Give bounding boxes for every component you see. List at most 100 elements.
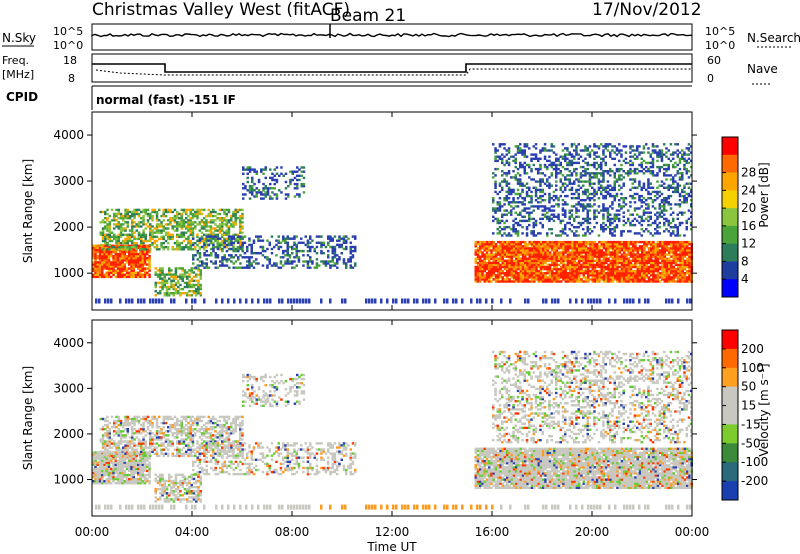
- power-cell: [564, 223, 567, 227]
- power-cell: [196, 258, 199, 261]
- power-cell: [633, 153, 637, 156]
- power-cell: [295, 247, 298, 251]
- power-cell: [189, 219, 192, 222]
- power-cell: [551, 276, 554, 279]
- power-cell: [672, 269, 675, 273]
- power-cell: [591, 149, 594, 152]
- power-cell: [225, 208, 228, 212]
- power-cell: [149, 212, 152, 216]
- power-cell: [524, 247, 527, 250]
- power-cell: [555, 265, 558, 269]
- power-cell: [112, 263, 115, 266]
- power-cell: [519, 265, 522, 269]
- power-cell: [130, 267, 133, 270]
- power-cell: [92, 257, 95, 260]
- power-cell: [560, 276, 563, 279]
- power-cell: [654, 232, 657, 235]
- power-cell: [589, 245, 592, 248]
- power-cell: [280, 166, 283, 169]
- power-cell: [537, 278, 540, 281]
- power-cell: [148, 255, 151, 258]
- beam-label: Beam 21: [330, 6, 406, 26]
- power-cell: [221, 221, 224, 224]
- power-cell: [153, 231, 156, 234]
- power-cell: [117, 248, 120, 251]
- power-cell: [515, 253, 518, 256]
- power-cell: [177, 275, 180, 278]
- power-cell: [591, 197, 594, 200]
- power-cell: [516, 234, 520, 237]
- power-cell: [483, 274, 486, 277]
- power-cell: [180, 208, 183, 212]
- power-cell: [140, 235, 143, 238]
- power-cell: [192, 258, 195, 261]
- power-cell: [604, 161, 607, 165]
- power-cell: [613, 219, 616, 223]
- power-cell: [530, 167, 533, 171]
- power-cell: [510, 211, 513, 214]
- power-cell: [555, 174, 558, 177]
- power-cell: [503, 278, 507, 281]
- power-cell: [198, 246, 201, 249]
- power-cell: [584, 251, 588, 254]
- power-cell: [259, 245, 262, 249]
- power-cell: [566, 259, 570, 262]
- power-cell: [670, 261, 673, 265]
- power-cell: [571, 259, 574, 262]
- power-cell: [679, 257, 682, 260]
- power-cell: [189, 241, 192, 245]
- power-cell: [241, 246, 244, 249]
- power-cell: [614, 240, 617, 244]
- power-cell: [600, 184, 603, 187]
- power-cell: [512, 276, 516, 279]
- power-cell: [98, 275, 102, 279]
- power-cell: [519, 149, 522, 152]
- power-cell: [528, 274, 531, 277]
- power-cell: [107, 269, 111, 272]
- power-cell: [501, 153, 504, 156]
- power-cell: [632, 259, 635, 262]
- power-cell: [616, 249, 619, 252]
- power-cell: [580, 257, 583, 260]
- power-cell: [230, 260, 233, 263]
- power-cell: [126, 239, 129, 243]
- power-cell: [101, 255, 104, 258]
- power-cell: [557, 276, 561, 279]
- power-cell: [647, 278, 651, 281]
- power-cell: [510, 209, 513, 212]
- power-cell: [638, 247, 642, 250]
- power-cell: [539, 243, 543, 246]
- power-cell: [614, 261, 617, 265]
- power-cell: [559, 221, 562, 225]
- power-cell: [634, 255, 637, 258]
- power-cell: [622, 145, 625, 148]
- power-cell: [506, 261, 509, 265]
- power-cell: [483, 247, 486, 250]
- power-cell: [173, 241, 177, 245]
- power-cell: [566, 149, 569, 152]
- power-cell: [96, 246, 99, 250]
- power-cell: [544, 253, 547, 256]
- power-cell: [614, 247, 617, 250]
- power-cell: [578, 253, 581, 256]
- power-cell: [119, 241, 123, 245]
- power-cell: [273, 262, 276, 265]
- power-cell: [530, 199, 533, 202]
- power-cell: [548, 276, 552, 279]
- power-cell: [262, 172, 265, 175]
- power-cell: [620, 261, 624, 265]
- power-cell: [544, 265, 547, 269]
- power-cell: [595, 215, 598, 218]
- power-cell: [494, 263, 498, 267]
- power-cell: [550, 145, 553, 148]
- power-cell: [494, 186, 497, 189]
- power-cell: [223, 239, 226, 242]
- power-cell: [602, 197, 605, 200]
- power-cell: [510, 188, 513, 192]
- power-cell: [197, 283, 200, 287]
- power-cell: [203, 241, 206, 245]
- power-cell: [564, 245, 567, 248]
- power-cell: [550, 184, 553, 187]
- power-cell: [205, 229, 208, 232]
- power-cell: [234, 217, 237, 220]
